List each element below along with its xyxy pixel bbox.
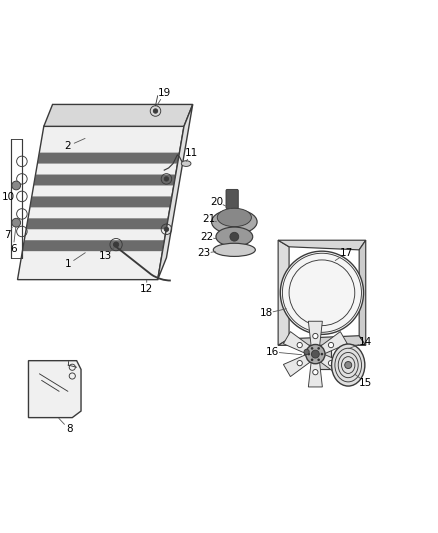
Text: 2: 2 xyxy=(64,141,71,151)
Circle shape xyxy=(12,219,21,227)
Polygon shape xyxy=(158,104,193,280)
Polygon shape xyxy=(308,362,322,387)
Ellipse shape xyxy=(212,209,257,234)
Circle shape xyxy=(328,360,334,366)
Circle shape xyxy=(328,342,334,348)
Circle shape xyxy=(317,359,320,361)
Circle shape xyxy=(164,227,169,231)
Text: 22: 22 xyxy=(200,232,213,242)
Circle shape xyxy=(311,347,314,350)
Circle shape xyxy=(311,350,319,358)
Text: 15: 15 xyxy=(359,377,372,387)
Polygon shape xyxy=(34,174,176,185)
Circle shape xyxy=(230,232,239,241)
Circle shape xyxy=(307,353,310,356)
Ellipse shape xyxy=(216,227,253,246)
Text: 7: 7 xyxy=(4,230,11,240)
Polygon shape xyxy=(320,354,347,377)
Polygon shape xyxy=(278,240,289,345)
Polygon shape xyxy=(28,361,81,418)
Polygon shape xyxy=(308,321,322,346)
Polygon shape xyxy=(283,354,311,377)
Circle shape xyxy=(280,251,364,334)
Polygon shape xyxy=(18,126,184,280)
Circle shape xyxy=(345,361,352,368)
Text: 17: 17 xyxy=(339,248,353,259)
Text: 13: 13 xyxy=(99,252,112,261)
Text: 19: 19 xyxy=(158,88,171,99)
Circle shape xyxy=(306,344,325,364)
Text: 23: 23 xyxy=(198,248,211,259)
Polygon shape xyxy=(22,240,164,251)
Text: 11: 11 xyxy=(185,149,198,158)
Circle shape xyxy=(317,347,320,350)
Ellipse shape xyxy=(181,161,191,166)
Polygon shape xyxy=(283,332,311,354)
Circle shape xyxy=(164,177,169,181)
Circle shape xyxy=(153,109,158,113)
Polygon shape xyxy=(359,240,366,345)
Text: 1: 1 xyxy=(64,260,71,269)
Circle shape xyxy=(113,242,119,247)
Text: 20: 20 xyxy=(210,197,223,207)
Polygon shape xyxy=(37,152,180,164)
Text: 12: 12 xyxy=(140,284,153,294)
Circle shape xyxy=(321,353,323,356)
Polygon shape xyxy=(26,219,168,229)
Circle shape xyxy=(297,360,302,366)
Polygon shape xyxy=(278,336,366,345)
Text: 18: 18 xyxy=(260,309,273,318)
Polygon shape xyxy=(278,240,366,250)
Circle shape xyxy=(304,349,309,354)
Text: 14: 14 xyxy=(359,337,372,347)
Polygon shape xyxy=(320,332,347,354)
Polygon shape xyxy=(304,345,331,369)
Circle shape xyxy=(313,334,318,338)
Ellipse shape xyxy=(217,208,251,227)
Polygon shape xyxy=(44,104,193,126)
Text: 16: 16 xyxy=(266,347,279,357)
Text: 8: 8 xyxy=(66,424,73,434)
Text: 6: 6 xyxy=(10,244,17,254)
Circle shape xyxy=(12,181,21,190)
FancyBboxPatch shape xyxy=(226,189,238,209)
Circle shape xyxy=(297,342,302,348)
Circle shape xyxy=(313,369,318,375)
Ellipse shape xyxy=(332,344,365,386)
Polygon shape xyxy=(30,197,172,207)
Text: 21: 21 xyxy=(202,214,215,224)
Circle shape xyxy=(311,359,314,361)
Text: 10: 10 xyxy=(1,192,14,203)
Ellipse shape xyxy=(213,243,255,256)
